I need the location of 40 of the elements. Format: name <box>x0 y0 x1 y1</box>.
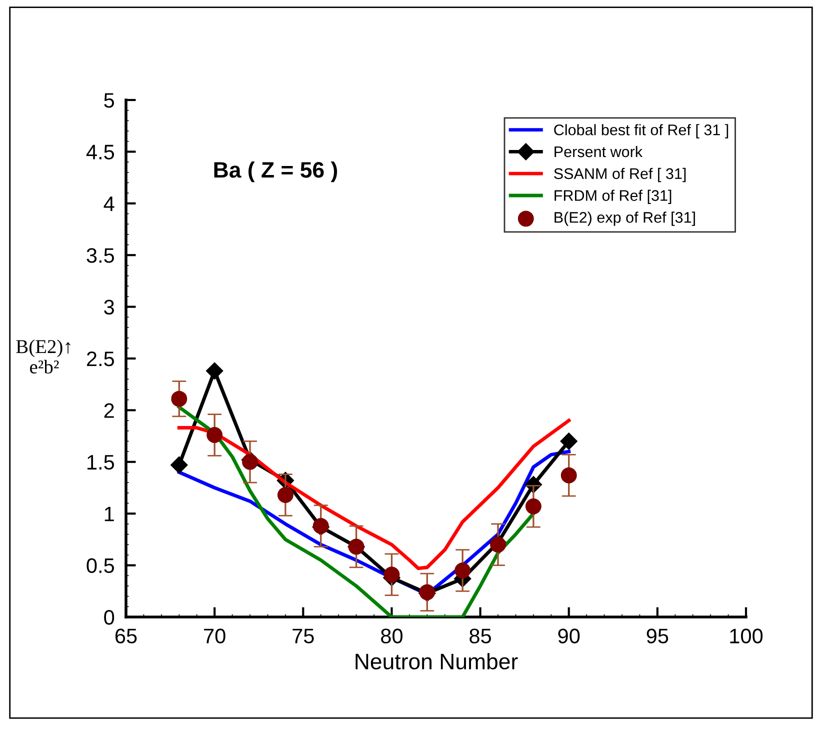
point <box>206 362 224 380</box>
legend-label: Persent work <box>554 146 643 158</box>
point <box>454 562 471 578</box>
x-axis-title: Neutron Number <box>356 653 518 670</box>
y-tick-label: 0 <box>104 610 114 625</box>
y-tick-label: 3 <box>104 300 114 315</box>
y-tick-label: 1.5 <box>88 455 114 470</box>
x-tick-label: 90 <box>558 628 580 644</box>
x-tick-label: 70 <box>204 628 226 644</box>
y-axis-title: B(E2)↑ e²b² <box>16 340 70 374</box>
y-tick-label: 4 <box>104 196 114 211</box>
point <box>170 456 188 474</box>
y-tick-label: 3.5 <box>86 248 114 263</box>
point <box>560 467 577 484</box>
point <box>490 536 506 553</box>
point <box>171 390 188 407</box>
point <box>277 487 294 503</box>
x-tick-label: 95 <box>646 628 668 644</box>
legend-label: SSANM of Ref [ 31] <box>554 168 686 182</box>
legend-label: Clobal best fit of Ref [ 31 ] <box>554 124 728 138</box>
point <box>560 432 578 450</box>
point <box>525 498 542 514</box>
y-tick-label: 2 <box>104 403 114 418</box>
legend-label: FRDM of Ref [31] <box>554 190 672 204</box>
x-tick-label: 80 <box>381 628 402 644</box>
annotation: Ba ( Z = 56 ) <box>214 161 338 182</box>
y-tick-label: 4.5 <box>86 144 114 160</box>
y-tick-label: 5 <box>104 93 114 108</box>
point <box>384 566 400 583</box>
x-tick-label: 100 <box>730 628 763 644</box>
y-tick-label: 1 <box>104 506 114 522</box>
x-tick-label: 75 <box>292 628 314 644</box>
y-tick-label: 0.5 <box>86 558 114 574</box>
y-tick-label: 2.5 <box>86 352 114 366</box>
point <box>242 454 258 470</box>
line-series <box>177 418 571 570</box>
x-tick-label: 65 <box>115 628 137 644</box>
x-tick-label: 85 <box>470 628 491 644</box>
legend-label: B(E2) exp of Ref [31] <box>554 212 695 226</box>
point <box>206 427 223 443</box>
